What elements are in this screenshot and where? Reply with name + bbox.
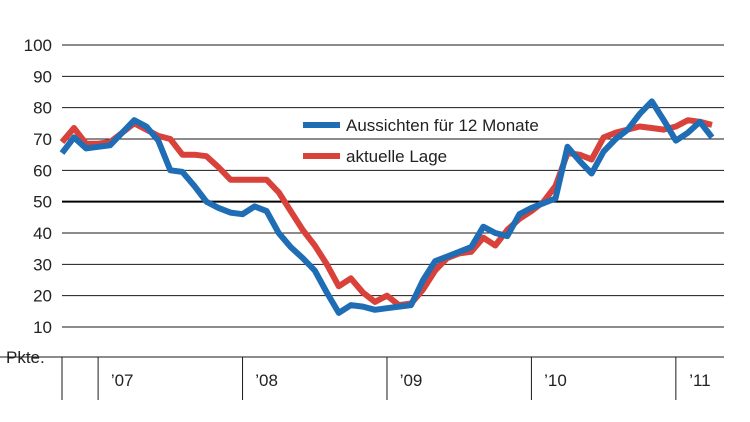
series-line-1	[59, 117, 713, 309]
y-tick-label: 60	[33, 161, 52, 180]
x-tick-label: ’08	[255, 371, 278, 390]
x-tick-label: ’11	[689, 371, 710, 390]
y-tick-label: 10	[33, 318, 52, 337]
series-lines	[59, 98, 715, 316]
y-tick-label: 100	[24, 36, 52, 55]
legend-label: Aussichten für 12 Monate	[346, 116, 539, 135]
y-tick-label: 70	[33, 130, 52, 149]
y-tick-label: 20	[33, 287, 52, 306]
y-axis-ticks: 10 20 30 40 50 60 70 80 90 100	[24, 36, 52, 337]
y-tick-label: 40	[33, 224, 52, 243]
y-tick-label: 30	[33, 255, 52, 274]
legend: Aussichten für 12 Monate aktuelle Lage	[303, 116, 539, 166]
x-tick-label: ’07	[111, 371, 134, 390]
gridlines	[62, 44, 724, 328]
y-tick-label: 50	[33, 193, 52, 212]
x-tick-label: ’09	[400, 371, 423, 390]
series-line-0	[59, 98, 715, 316]
y-tick-label: 90	[33, 67, 52, 86]
x-tick-label: ’10	[544, 371, 567, 390]
legend-label: aktuelle Lage	[346, 147, 447, 166]
x-axis: ’07 ’08 ’09 ’10 ’11	[0, 356, 724, 400]
y-tick-label: 80	[33, 99, 52, 118]
